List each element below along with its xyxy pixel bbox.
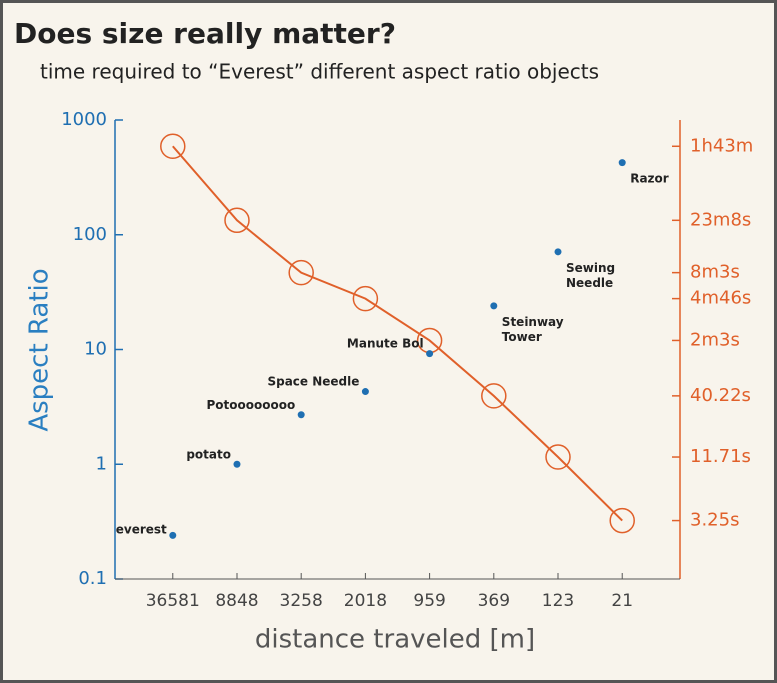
point-label: potato: [186, 447, 231, 461]
y-tick-label: 1: [96, 453, 107, 474]
point-label: everest: [116, 522, 167, 536]
x-tick-label: 36581: [146, 591, 200, 611]
y2-tick-label: 40.22s: [690, 385, 751, 406]
y-tick-label: 0.1: [78, 568, 107, 589]
x-tick-label: 3258: [280, 591, 323, 611]
marker: [224, 207, 250, 234]
line: [172, 145, 623, 522]
y2-tick-label: 3.25s: [690, 510, 739, 531]
y-axis-label: Aspect Ratio: [25, 268, 55, 431]
marker: [481, 383, 507, 409]
point-label-line: Sewing: [566, 260, 615, 274]
marker: [352, 285, 379, 312]
point: [618, 159, 626, 167]
point: [554, 248, 562, 256]
y2-tick-label: 4m46s: [690, 288, 751, 309]
point: [169, 531, 177, 539]
point: [490, 302, 498, 310]
y2-tick-label: 8m3s: [690, 262, 740, 283]
marker: [288, 259, 314, 286]
y2-tick-label: 11.71s: [690, 446, 751, 467]
point-label: Sewing Needle: [566, 260, 615, 289]
y-tick-label: 1000: [61, 109, 107, 130]
point-label-line: Steinway: [502, 314, 564, 328]
point: [297, 411, 305, 419]
y2-tick-label: 2m3s: [690, 329, 740, 350]
point-label: Razor: [630, 171, 669, 185]
point-label-line: Potoooooooo: [206, 397, 295, 411]
point-label: Manute Bol: [347, 336, 424, 350]
y-tick-label: 10: [84, 339, 107, 360]
x-tick-label: 2018: [344, 591, 387, 611]
y2-tick-label: 23m8s: [690, 209, 751, 230]
point-label-line: Tower: [502, 329, 542, 343]
marker: [545, 444, 571, 470]
point: [426, 350, 434, 358]
point-label-line: potato: [186, 447, 231, 461]
x-tick-label: 959: [413, 591, 445, 611]
x-tick-label: 21: [611, 591, 633, 611]
point: [233, 460, 241, 468]
marker: [160, 133, 186, 160]
y2-tick-label: 1h43m: [690, 135, 753, 156]
point-label: Space Needle: [267, 374, 359, 388]
point-label-line: Space Needle: [267, 374, 359, 388]
point-label-line: Needle: [566, 275, 613, 289]
x-tick-label: 8848: [215, 591, 258, 611]
chart-subtitle: time required to “Everest” different asp…: [40, 60, 599, 84]
x-tick-label: 369: [478, 591, 510, 611]
x-axis-label: distance traveled [m]: [255, 625, 535, 655]
x-tick-label: 123: [542, 591, 574, 611]
point-label-line: Manute Bol: [347, 336, 424, 350]
point-label: Steinway Tower: [502, 314, 564, 343]
point-label-line: Razor: [630, 171, 669, 185]
chart-title: Does size really matter?: [14, 17, 396, 50]
point-label: Potoooooooo: [206, 397, 295, 411]
point: [361, 388, 369, 396]
marker: [609, 507, 635, 534]
y-tick-label: 100: [73, 224, 107, 245]
point-label-line: everest: [116, 522, 167, 536]
